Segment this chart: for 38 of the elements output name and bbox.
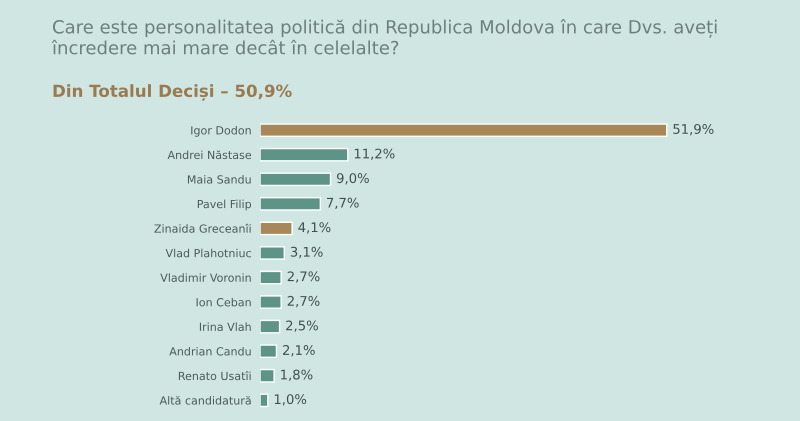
bar	[260, 123, 668, 137]
bar	[260, 222, 293, 236]
y-tick-label: Maia Sandu	[188, 175, 251, 184]
bar	[260, 393, 269, 408]
data-label: 1,0%	[274, 394, 306, 406]
bar	[260, 295, 282, 309]
bar	[260, 368, 275, 383]
data-label: 11,2%	[354, 148, 395, 160]
chart-subtitle: Din Totalul Deciși – 50,9%	[54, 84, 292, 101]
data-label: 2,1%	[282, 345, 315, 356]
data-label: 1,8%	[281, 370, 312, 381]
data-label: 2,5%	[286, 320, 318, 332]
bar	[260, 270, 282, 284]
y-tick-label: Zinaida Greceanîi	[154, 224, 251, 233]
bar	[260, 172, 332, 186]
y-tick-label: Altă candidatură	[160, 396, 251, 405]
y-tick-label: Igor Dodon	[191, 126, 251, 137]
bar	[260, 344, 278, 358]
y-tick-label: Renato Usatîi	[178, 371, 251, 380]
y-tick-label: Irina Vlah	[200, 322, 251, 332]
data-label: 9,0%	[336, 173, 369, 184]
data-label: 7,7%	[326, 198, 359, 210]
y-tick-label: Vlad Plahotniuc	[166, 248, 251, 258]
data-label: 4,1%	[298, 222, 330, 234]
y-tick-label: Vladimir Voronin	[160, 273, 251, 282]
data-label: 3,1%	[290, 246, 323, 258]
bar	[260, 148, 348, 162]
y-tick-label: Andrei Năstase	[168, 150, 252, 160]
y-tick-label: Ion Ceban	[196, 298, 251, 306]
data-label: 51,9%	[673, 124, 714, 136]
y-tick-label: Andrian Candu	[169, 346, 251, 356]
data-label: 2,7%	[288, 271, 320, 283]
data-label: 2,7%	[288, 296, 320, 308]
bar	[260, 197, 322, 211]
chart-title: Care este personalitatea politică din Republica Moldova în care Dvs. aveți încredere mai mare decât în celelalte?	[52, 18, 717, 54]
y-tick-label: Pavel Filip	[198, 200, 252, 210]
bar	[260, 320, 280, 334]
bar	[260, 246, 285, 260]
